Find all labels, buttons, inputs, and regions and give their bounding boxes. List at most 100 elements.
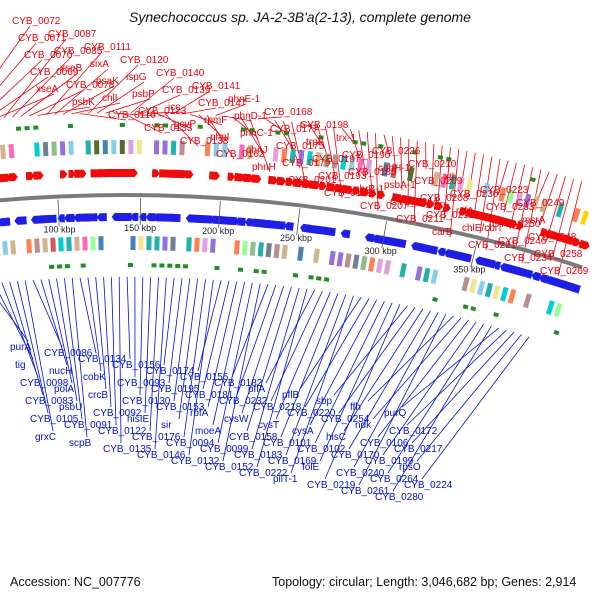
gc-marker: [360, 141, 367, 146]
reverse-feature: [352, 254, 360, 270]
reverse-leader-line: [241, 285, 284, 414]
forward-gene: [539, 227, 549, 237]
reverse-feature: [146, 236, 152, 251]
reverse-leader-line: [377, 319, 469, 438]
forward-gene-label: CYB_0193: [318, 171, 367, 182]
gene-labels: CYB_0072 CYB_0071 CYB_0070 CYB_0069 xseA CYB_…: [10, 16, 589, 503]
reverse-feature: [545, 300, 555, 316]
reverse-leader-line: [103, 277, 112, 408]
forward-leader-line: [383, 134, 391, 157]
reverse-leader-line: [353, 312, 439, 468]
reverse-leader-line: [372, 317, 462, 420]
reverse-feature: [130, 235, 136, 251]
forward-feature: [440, 173, 449, 189]
forward-leader-line: [473, 154, 484, 217]
forward-gene: [376, 190, 386, 200]
reverse-gene: [169, 213, 181, 223]
scale-tick-label: 350 kbp: [453, 265, 485, 275]
reverse-gene: [429, 245, 439, 255]
reverse-gene-label: scpB: [69, 438, 92, 449]
forward-gene-label: phnJ: [246, 145, 268, 156]
forward-gene: [234, 173, 245, 182]
forward-leader-line: [449, 149, 460, 238]
forward-leader-line: [113, 112, 157, 117]
forward-gene-label: rsfA: [456, 206, 474, 217]
reverse-gene-label: CYB_0218: [253, 402, 302, 413]
forward-gene-label: CYB_0138: [180, 136, 229, 147]
forward-gene: [227, 172, 235, 181]
reverse-feature: [58, 237, 64, 252]
scale-ticks: 100 kbp 150 kbp 200 kbp 250 kbp 300 kbp 350 k…: [43, 198, 485, 275]
reverse-feature: [2, 240, 9, 256]
reverse-gene-label: rbfA: [190, 408, 209, 419]
reverse-leader-line: [304, 298, 370, 408]
forward-leader-line: [0, 59, 43, 101]
forward-gene: [426, 199, 435, 209]
reverse-gene: [153, 213, 165, 222]
forward-leader-line: [0, 25, 31, 69]
forward-gene-label: CYB_0140: [156, 68, 205, 79]
forward-feature: [272, 147, 279, 162]
forward-gene-label: carB: [432, 227, 453, 238]
forward-feature: [111, 139, 117, 155]
forward-gene-label: CYB_0087: [48, 29, 97, 40]
forward-gene-label: psbA-1: [384, 180, 416, 191]
reverse-leader-line: [309, 299, 378, 426]
forward-gene-label: CYB_0190: [342, 150, 391, 161]
reverse-leader-line: [290, 295, 354, 474]
reverse-gene-label: CYB_0092: [93, 408, 142, 419]
reverse-gene: [284, 222, 294, 231]
forward-gene-label: CYB_0207: [360, 201, 409, 212]
forward-feature: [204, 142, 211, 157]
reverse-gene: [14, 216, 27, 225]
reverse-leader-line: [178, 278, 198, 420]
reverse-gene: [138, 213, 147, 222]
reverse-gene: [249, 218, 264, 228]
forward-leader-line: [461, 150, 468, 183]
forward-gene: [276, 176, 287, 186]
forward-gene-label: CYB_0070: [24, 50, 73, 61]
reverse-gene-label: CYB_0183: [234, 450, 283, 461]
forward-leader-line: [291, 121, 307, 186]
forward-gene-label: cobH-1: [378, 163, 411, 174]
forward-gene-label: CYB_0185: [348, 167, 397, 178]
reverse-gene: [111, 212, 125, 222]
scale-tick-mark: [218, 201, 221, 229]
gc-marker: [412, 149, 418, 155]
reverse-gene-label: CYB_0219: [307, 480, 356, 491]
forward-feature: [306, 150, 313, 166]
reverse-leader-line: [367, 315, 454, 402]
reverse-gene-label: CYB_0153: [156, 402, 205, 413]
forward-leader-line: [156, 112, 193, 130]
reverse-leader-line: [411, 331, 515, 444]
scale-tick-label: 150 kbp: [124, 223, 156, 233]
reverse-gene-label: CYB_0106: [360, 438, 409, 449]
reverse-leader-line: [118, 276, 122, 444]
reverse-gene: [397, 239, 407, 249]
forward-gene: [209, 171, 220, 180]
genome-backbone: [0, 193, 583, 270]
reverse-leader-line: [392, 325, 492, 492]
forward-gene: [185, 170, 194, 179]
reverse-leader-line: [406, 329, 507, 426]
reverse-feature: [186, 237, 192, 252]
forward-gene-label: CYB_0168: [264, 107, 313, 118]
forward-feature: [297, 149, 305, 165]
gc-marker: [57, 264, 63, 269]
reverse-gene-label: CYB_0232: [219, 396, 268, 407]
reverse-leader-line: [48, 279, 73, 384]
forward-feature: [456, 177, 465, 192]
forward-gene-label: CYB_0071: [18, 33, 67, 44]
scale-tick-mark: [381, 221, 387, 248]
reverse-gene-label: hisC: [326, 432, 346, 443]
forward-leader-line: [198, 114, 229, 143]
forward-feature: [179, 141, 185, 156]
reverse-gene-label: grxC: [35, 432, 56, 443]
reverse-leader-line: [202, 280, 230, 390]
forward-gene-label: psbK: [72, 97, 95, 108]
forward-gene-label: CYB_0123: [138, 106, 187, 117]
reverse-gene: [444, 249, 456, 259]
forward-gene-label: CYB_0111: [84, 42, 131, 53]
forward-feature: [238, 144, 245, 159]
forward-leader-line: [173, 90, 211, 115]
